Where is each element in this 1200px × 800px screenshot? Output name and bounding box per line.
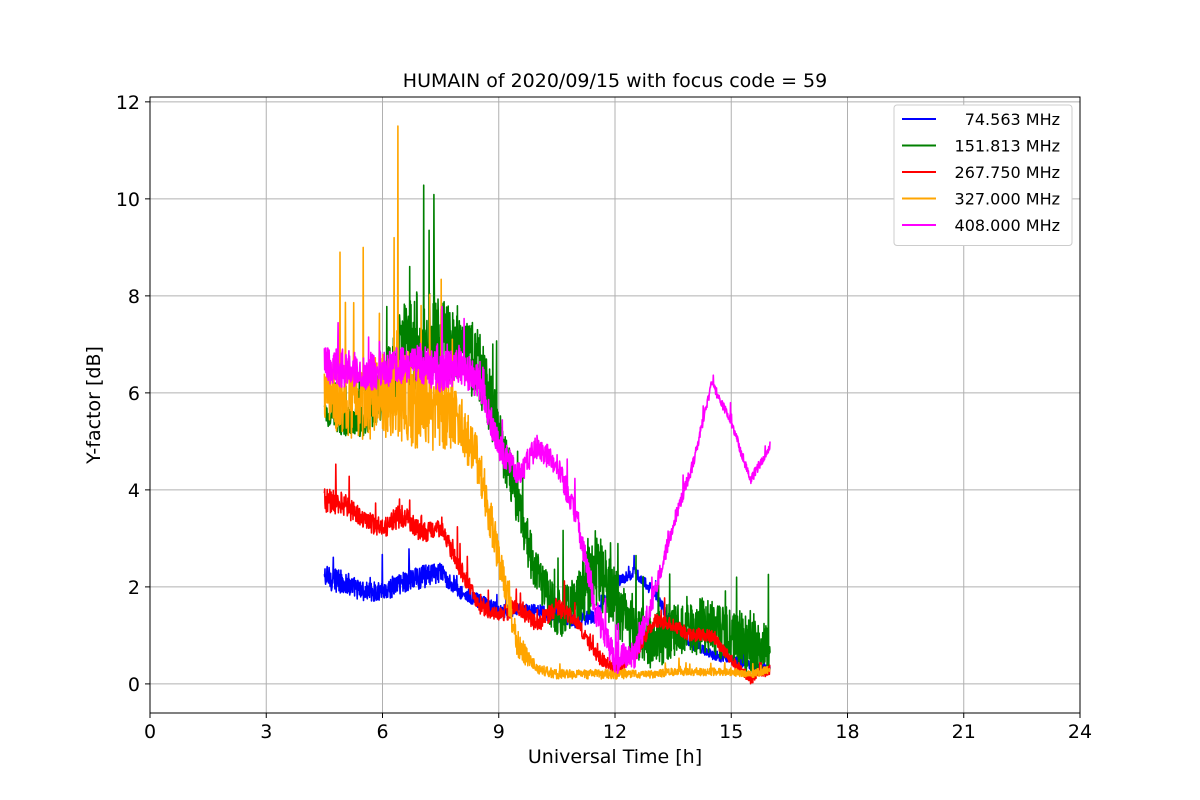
legend-entry-label: 327.000 MHz bbox=[955, 190, 1060, 209]
y-tick-label: 4 bbox=[128, 480, 140, 502]
x-tick-label: 3 bbox=[260, 721, 272, 743]
y-tick-label: 2 bbox=[128, 577, 140, 599]
y-tick-label: 8 bbox=[128, 286, 140, 308]
y-tick-label: 6 bbox=[128, 383, 140, 405]
x-tick-label: 15 bbox=[719, 721, 743, 743]
y-tick-label: 12 bbox=[116, 92, 140, 114]
legend-entry-label: 408.000 MHz bbox=[955, 216, 1060, 235]
chart-title: HUMAIN of 2020/09/15 with focus code = 5… bbox=[403, 70, 827, 92]
y-tick-label: 10 bbox=[116, 189, 140, 211]
x-tick-label: 21 bbox=[952, 721, 976, 743]
legend-entry-label: 74.563 MHz bbox=[965, 110, 1060, 129]
x-tick-label: 6 bbox=[376, 721, 388, 743]
series-line-4 bbox=[323, 305, 771, 674]
x-tick-label: 12 bbox=[603, 721, 627, 743]
legend-entry-label: 151.813 MHz bbox=[955, 137, 1060, 156]
y-axis-label: Y-factor [dB] bbox=[83, 346, 105, 465]
x-tick-label: 0 bbox=[144, 721, 156, 743]
series-line-3 bbox=[323, 125, 771, 680]
legend-entry-label: 267.750 MHz bbox=[955, 163, 1060, 182]
x-tick-label: 9 bbox=[493, 721, 505, 743]
x-tick-label: 24 bbox=[1068, 721, 1092, 743]
x-tick-label: 18 bbox=[835, 721, 859, 743]
series-line-2 bbox=[323, 463, 771, 685]
y-tick-label: 0 bbox=[128, 674, 140, 696]
x-axis-label: Universal Time [h] bbox=[528, 746, 702, 768]
series-group bbox=[323, 125, 771, 685]
legend-box bbox=[893, 104, 1073, 246]
legend: 74.563 MHz 151.813 MHz 267.750 MHz 327.000 … bbox=[893, 104, 1073, 246]
